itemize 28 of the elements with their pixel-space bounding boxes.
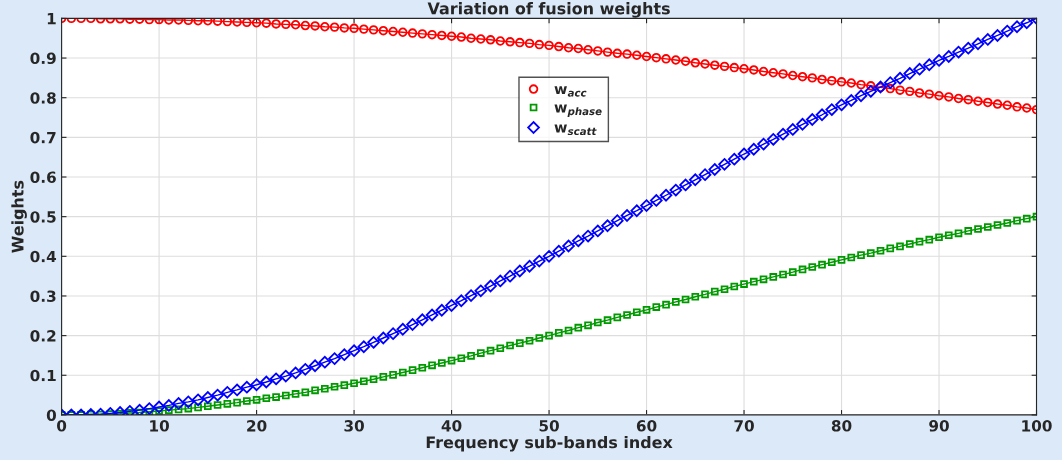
y-tick-label: 0.9 <box>30 52 56 65</box>
x-tick-label: 90 <box>929 420 949 432</box>
y-tick-label: 0.8 <box>30 92 56 104</box>
y-tick-label: 0.3 <box>30 290 56 302</box>
y-tick-label: 0.7 <box>30 131 56 144</box>
x-tick-label: 10 <box>150 420 169 432</box>
y-tick-label: 1 <box>47 13 56 25</box>
x-tick-label: 70 <box>734 420 754 432</box>
y-tick-label: 0 <box>46 409 56 421</box>
x-tick-label: 100 <box>1022 420 1052 432</box>
x-tick-label: 80 <box>831 420 852 432</box>
y-tick-label: 0.6 <box>30 171 56 184</box>
x-tick-label: 20 <box>247 420 267 432</box>
x-tick-label: 40 <box>441 420 462 432</box>
legend-label: w$_{acc}$ <box>554 86 587 97</box>
y-tick-label: 0.5 <box>30 211 56 223</box>
x-tick-label: 50 <box>539 420 559 432</box>
y-tick-label: 0.2 <box>30 330 56 342</box>
y-tick-label: 0.4 <box>30 250 57 263</box>
x-axis-title: Frequency sub-bands index <box>426 435 673 452</box>
y-axis-title: Weights <box>11 180 27 253</box>
legend-label: w$_{phase}$ <box>554 104 602 118</box>
chart-title: Variation of fusion weights <box>427 2 670 18</box>
legend-label: w$_{scatt}$ <box>554 124 597 136</box>
x-tick-label: 0 <box>57 420 67 432</box>
x-tick-label: 30 <box>344 420 364 432</box>
y-tick-label: 0.1 <box>30 369 56 382</box>
x-tick-label: 60 <box>636 420 657 432</box>
